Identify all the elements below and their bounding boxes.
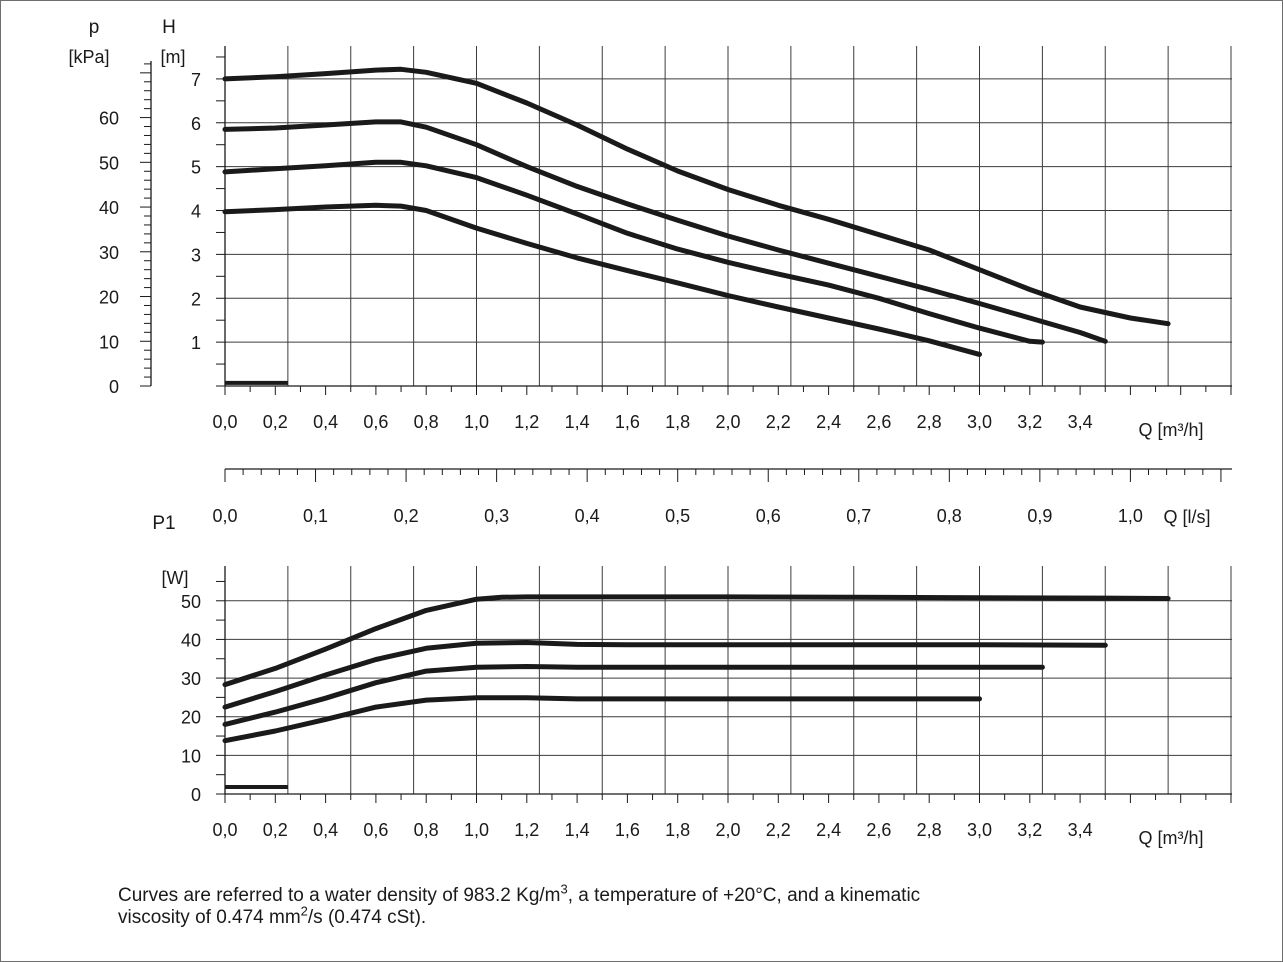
footnote-line-1: Curves are referred to a water density o… — [118, 881, 921, 906]
y-tick-label: 7 — [191, 70, 201, 90]
y-axis-unit-m: [m] — [161, 47, 186, 67]
x-tick-label: 0,0 — [212, 820, 237, 840]
flow-ls-axis: 0,0 0,1 0,2 0,3 0,4 0,5 0,6 0,7 0,8 0,9 1,0 Q [l/s] — [212, 468, 1232, 527]
x-tick-label: 2,2 — [766, 412, 791, 432]
x-tick-label: 3,2 — [1017, 412, 1042, 432]
x-tick-label: 1,8 — [665, 412, 690, 432]
x-tick-label: 0,8 — [414, 820, 439, 840]
x-tick-label: 1,0 — [464, 412, 489, 432]
y-tick-label: 40 — [181, 630, 201, 650]
curve-speed-1 — [222, 594, 1171, 688]
x-tick-label: 0,4 — [313, 820, 338, 840]
p-tick-label: 50 — [99, 153, 119, 173]
x-tick-label: 1,2 — [514, 412, 539, 432]
x-tick-label: 0,2 — [263, 820, 288, 840]
x-tick-label: 1,0 — [464, 820, 489, 840]
x-tick-label: 1,6 — [615, 412, 640, 432]
x-tick-label: 0,0 — [212, 412, 237, 432]
x-tick-label: 3,4 — [1068, 412, 1093, 432]
x-tick-label: 2,6 — [866, 820, 891, 840]
y-axis-unit-w: [W] — [162, 568, 189, 588]
power-chart: 0,0 0,2 0,4 0,6 0,8 1,0 1,2 1,4 1,6 1,8 2,0 2,2 2,4 2… — [152, 513, 1232, 848]
x-tick-label: 3,0 — [967, 820, 992, 840]
x-tick-label: 3,0 — [967, 412, 992, 432]
p-tick-label: 20 — [99, 288, 119, 308]
x-tick-label: 0,2 — [263, 412, 288, 432]
x-tick-label: 1,4 — [565, 820, 590, 840]
ls-tick-label: 0,4 — [575, 506, 600, 526]
footnote: Curves are referred to a water density o… — [118, 881, 1238, 929]
curve-speed-2 — [222, 119, 1108, 344]
curve-speed-4 — [222, 695, 982, 744]
curve-speed-3 — [222, 664, 1045, 727]
ls-tick-label: 0,8 — [937, 506, 962, 526]
y-axis-label-h: H — [162, 17, 176, 38]
head-chart: 0,0 0,2 0,4 0,6 0,8 1,0 1,2 1,4 1,6 1,8 2,0 2,2 2,4 2… — [68, 17, 1232, 440]
x-tick-label: 2,0 — [715, 412, 740, 432]
ls-tick-label: 0,7 — [846, 506, 871, 526]
p-tick-label: 10 — [99, 332, 119, 352]
x-tick-label: 2,4 — [816, 412, 841, 432]
x-tick-label: 3,4 — [1068, 820, 1093, 840]
ls-axis-label: Q [l/s] — [1163, 507, 1210, 527]
y-tick-label: 2 — [191, 289, 201, 309]
y-tick-label: 3 — [191, 245, 201, 265]
y-tick-label: 6 — [191, 114, 201, 134]
ls-tick-label: 0,3 — [484, 506, 509, 526]
x-tick-label: 2,8 — [917, 412, 942, 432]
x-tick-label: 0,6 — [363, 820, 388, 840]
x-axis-label: Q [m³/h] — [1138, 828, 1203, 848]
p-axis-unit: [kPa] — [68, 47, 109, 67]
ls-tick-label: 1,0 — [1118, 506, 1143, 526]
x-axis-label: Q [m³/h] — [1138, 420, 1203, 440]
p-tick-label: 30 — [99, 243, 119, 263]
x-tick-label: 2,6 — [866, 412, 891, 432]
ls-tick-label: 0,9 — [1027, 506, 1052, 526]
ls-tick-label: 0,6 — [756, 506, 781, 526]
x-tick-label: 0,8 — [414, 412, 439, 432]
y-tick-label: 4 — [191, 202, 201, 222]
ls-tick-label: 0,0 — [212, 506, 237, 526]
y-tick-label: 30 — [181, 669, 201, 689]
x-tick-label: 2,8 — [917, 820, 942, 840]
x-tick-label: 1,6 — [615, 820, 640, 840]
y-tick-label: 5 — [191, 158, 201, 178]
y-axis-label-p1: P1 — [152, 513, 175, 534]
x-tick-label: 0,6 — [363, 412, 388, 432]
curve-speed-1 — [222, 66, 1171, 327]
footnote-line-2: viscosity of 0.474 mm2/s (0.474 cSt). — [118, 903, 427, 928]
ls-tick-label: 0,5 — [665, 506, 690, 526]
curve-speed-4 — [222, 202, 982, 357]
y-tick-label: 20 — [181, 708, 201, 728]
y-tick-label: 0 — [191, 785, 201, 805]
p-tick-label: 0 — [109, 377, 119, 397]
curve-speed-2 — [222, 640, 1108, 710]
x-tick-label: 2,0 — [715, 820, 740, 840]
y-tick-label: 10 — [181, 746, 201, 766]
x-tick-label: 1,8 — [665, 820, 690, 840]
ls-tick-label: 0,1 — [303, 506, 328, 526]
p-axis-label: p — [89, 17, 100, 38]
x-tick-label: 3,2 — [1017, 820, 1042, 840]
y-tick-label: 1 — [191, 333, 201, 353]
x-tick-label: 2,4 — [816, 820, 841, 840]
p-tick-label: 60 — [99, 109, 119, 129]
y-tick-label: 50 — [181, 592, 201, 612]
x-tick-label: 1,4 — [565, 412, 590, 432]
curve-speed-3 — [222, 159, 1045, 345]
ls-tick-label: 0,2 — [394, 506, 419, 526]
p-tick-label: 40 — [99, 198, 119, 218]
x-tick-label: 0,4 — [313, 412, 338, 432]
x-tick-label: 2,2 — [766, 820, 791, 840]
pump-performance-chart: 0,0 0,2 0,4 0,6 0,8 1,0 1,2 1,4 1,6 1,8 2,0 2,2 2,4 2… — [68, 17, 1232, 848]
x-tick-label: 1,2 — [514, 820, 539, 840]
